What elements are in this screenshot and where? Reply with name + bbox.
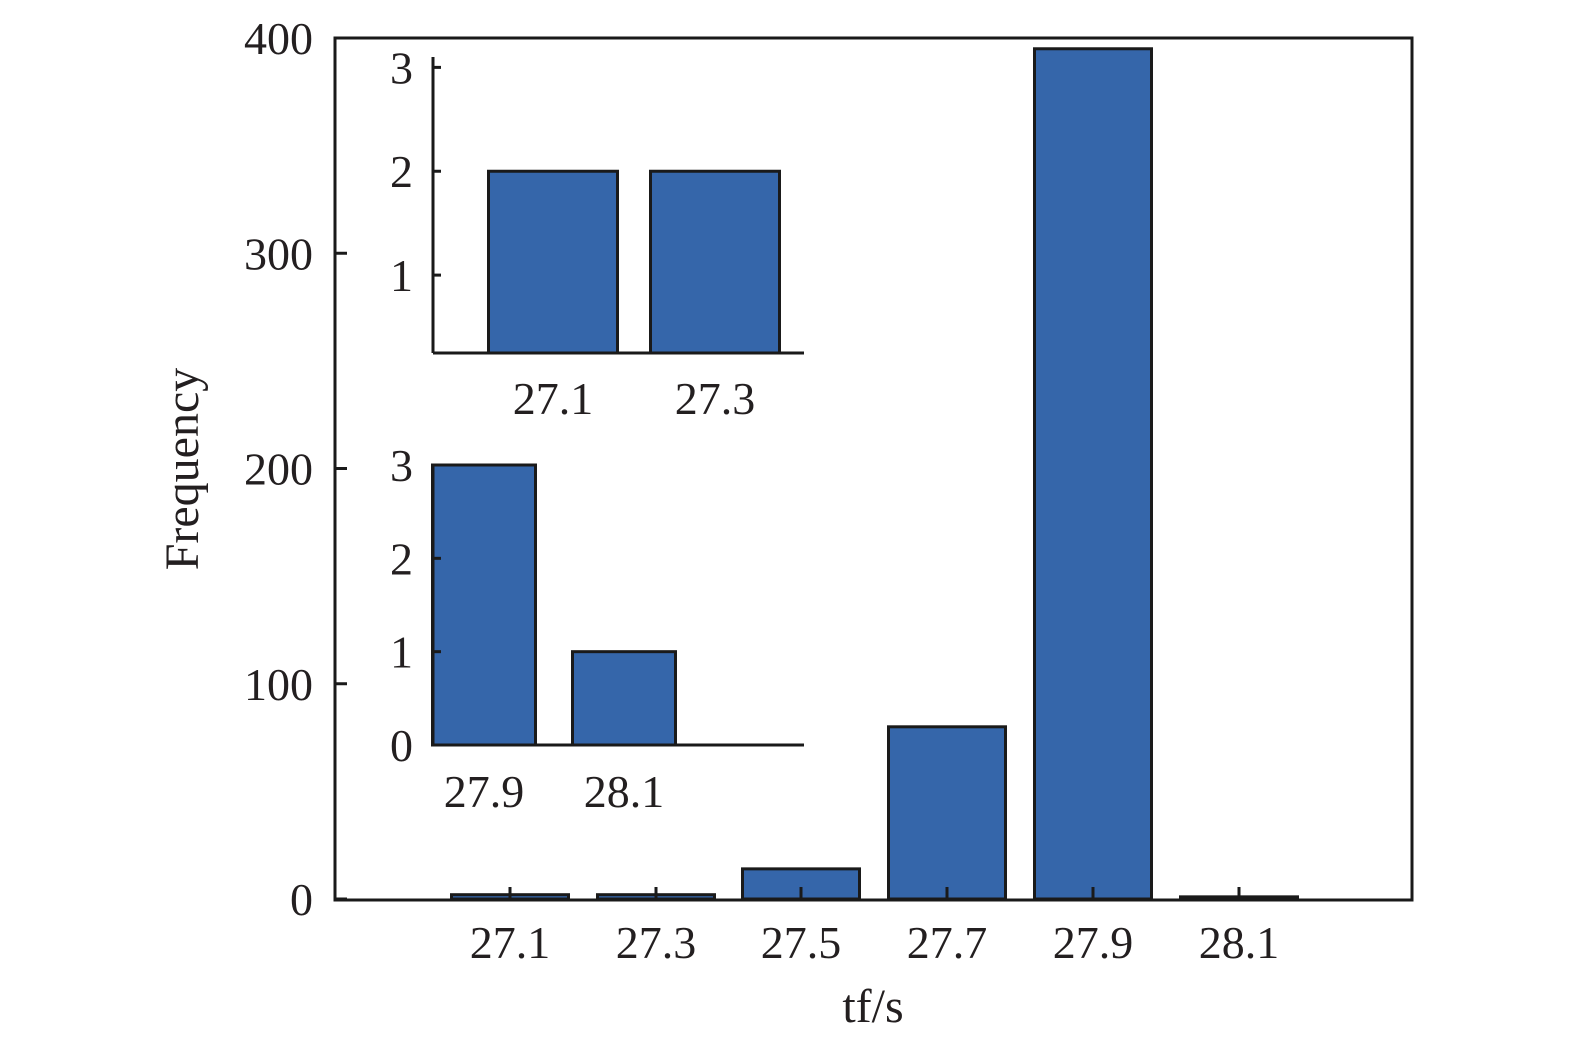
inset-top-y-tick-label: 1 — [390, 250, 413, 301]
main-y-tick-label: 300 — [244, 228, 313, 279]
inset-chart-bottom: 0 1 2 3 27.9 28.1 — [390, 440, 804, 817]
inset-bottom-y-tick-label: 3 — [390, 440, 413, 491]
inset-bottom-x-ticks: 27.9 28.1 — [444, 766, 665, 817]
main-y-tick-label: 100 — [244, 659, 313, 710]
main-x-tick-label: 28.1 — [1199, 917, 1280, 968]
inset-bottom-y-ticks: 0 1 2 3 — [390, 440, 441, 771]
inset-top-y-ticks: 1 2 3 — [390, 42, 441, 301]
inset-bottom-x-tick-label: 27.9 — [444, 766, 525, 817]
inset-bottom-y-tick-label: 0 — [390, 720, 413, 771]
inset-bottom-bars — [431, 463, 677, 747]
main-y-tick-label: 0 — [290, 874, 313, 925]
main-x-tick-label: 27.1 — [470, 917, 551, 968]
main-y-axis-label: Frequency — [156, 368, 209, 571]
inset-top-x-tick-label: 27.1 — [513, 373, 594, 424]
inset-top-bar-27.1 — [487, 169, 619, 355]
main-x-tick-label: 27.7 — [907, 917, 988, 968]
inset-bottom-bar-27.9 — [431, 463, 537, 747]
main-bar-27.7 — [887, 725, 1007, 901]
main-chart: 0 100 200 300 400 27.1 27.3 27.5 27.7 27.9 28.1 t… — [156, 13, 1414, 1033]
inset-bottom-bar-28.1 — [571, 650, 677, 747]
inset-chart-top: 1 2 3 27.1 27.3 — [390, 42, 804, 424]
inset-top-x-tick-label: 27.3 — [675, 373, 756, 424]
main-x-axis-label: tf/s — [842, 980, 903, 1033]
main-x-tick-label: 27.9 — [1053, 917, 1134, 968]
main-y-tick-label: 200 — [244, 444, 313, 495]
main-y-tick-label: 400 — [244, 13, 313, 64]
inset-top-x-ticks: 27.1 27.3 — [513, 373, 756, 424]
main-bar-27.9 — [1033, 47, 1153, 901]
inset-top-y-tick-label: 2 — [390, 146, 413, 197]
inset-bottom-y-tick-label: 2 — [390, 533, 413, 584]
inset-top-y-tick-label: 3 — [390, 42, 413, 93]
inset-bottom-x-tick-label: 28.1 — [584, 766, 665, 817]
inset-top-bar-27.3 — [649, 169, 781, 355]
main-x-ticks: 27.1 27.3 27.5 27.7 27.9 28.1 — [470, 887, 1280, 968]
inset-bottom-y-tick-label: 1 — [390, 627, 413, 678]
main-x-tick-label: 27.3 — [616, 917, 697, 968]
main-x-tick-label: 27.5 — [761, 917, 842, 968]
inset-top-bars — [487, 169, 781, 355]
main-y-ticks: 0 100 200 300 400 — [244, 13, 347, 925]
